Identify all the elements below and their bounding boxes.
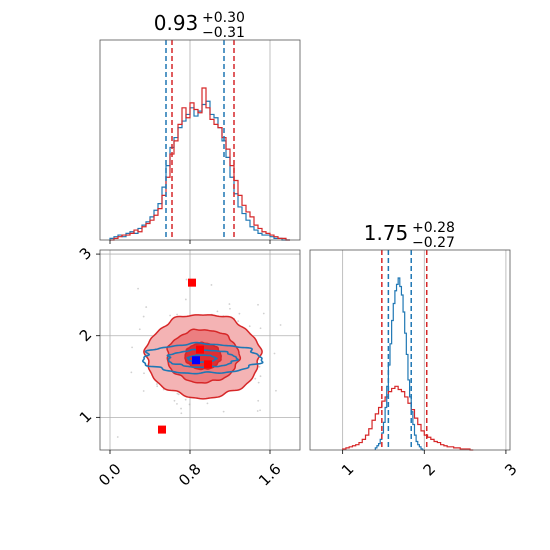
sample-point [156,385,159,388]
param2-grid [342,250,507,450]
param1-title: 0.93 [154,11,199,35]
sample-point [138,328,141,331]
param1-title-value: 0.93 [154,11,199,35]
sample-point [142,390,145,392]
xtick-label: 1.6 [255,460,285,490]
sample-point [259,375,262,378]
sample-point [216,310,219,313]
sample-point [177,393,180,396]
red-marker [204,360,212,369]
ytick-label: 3 [76,244,95,263]
param2-title-sub: −0.27 [412,235,455,251]
param1-title-sup: +0.30 [202,10,245,26]
param1-axes-frame [99,39,301,241]
param1-title-sub: −0.31 [202,25,245,41]
sample-point [155,383,158,385]
param1-histogram-series [109,87,290,241]
sample-point [137,287,139,290]
joint-contour-panel: 0.0 0.8 1.6 1 2 3 [76,244,327,490]
xtick-label: 3 [501,460,520,479]
param2-histogram-series [342,277,474,451]
sample-point [185,278,188,281]
sample-point [176,313,178,316]
sample-point [169,314,172,317]
sample-point [180,407,182,410]
param2-histogram-panel: 1 2 3 [309,249,521,480]
sample-point [210,284,213,286]
xtick-label: 0.8 [175,460,205,490]
red-histogram [110,87,290,241]
param1-xticks [109,240,271,244]
sample-point [145,306,148,308]
red-histogram [342,385,474,451]
sample-point [279,324,282,326]
param2-axes-frame [309,249,511,451]
xtick-label: 0.0 [95,460,125,490]
red-contours [143,314,263,400]
blue-contour-level [141,341,264,375]
point-markers [158,278,212,434]
sample-point [228,303,231,305]
joint-yticks: 1 2 3 [76,244,100,427]
xtick-label: 2 [420,460,439,479]
red-marker [188,278,196,287]
red-marker [158,425,166,434]
blue-marker [192,356,200,365]
sample-point [256,410,259,412]
sample-point [176,392,179,395]
sample-point [222,410,225,413]
param2-xticks: 1 2 3 [338,450,521,480]
sample-point [184,398,187,401]
blue-histogram [109,100,290,241]
sample-point [275,389,277,392]
sample-point [176,402,178,405]
sample-point [257,399,260,402]
red-marker [196,345,204,354]
sample-point [254,377,257,380]
ytick-label: 1 [76,407,95,426]
param1-histogram-panel [99,39,301,244]
sample-point [258,365,261,368]
joint-axes-frame [99,249,301,451]
sample-point [262,312,265,315]
sample-point [257,381,260,384]
sample-point [184,298,187,301]
param2-title-value: 1.75 [364,221,409,245]
blue-contour-level [166,348,240,369]
sample-point [142,315,145,318]
sample-point [206,402,209,405]
sample-point [130,371,133,374]
sample-point [325,346,327,348]
xtick-label: 1 [338,460,357,479]
sample-point [131,346,133,349]
param2-title-sup: +0.28 [412,220,455,236]
sample-point [188,403,191,406]
sample-point [116,436,119,438]
sample-point [273,352,276,355]
sample-point [248,325,251,328]
sample-point [259,327,262,330]
sample-point [143,372,145,375]
sample-point [238,312,241,315]
blue-histogram [374,277,425,451]
param2-quantile-lines [381,250,428,450]
sample-point [237,320,240,322]
sample-point [259,409,261,412]
sample-point [180,412,183,415]
param1-quantile-lines [165,40,235,240]
ytick-label: 2 [76,326,95,345]
sample-point [173,399,176,402]
joint-xticks: 0.0 0.8 1.6 [95,450,285,490]
param1-grid [189,40,271,240]
sample-point [257,303,259,306]
sample-point [229,307,231,310]
